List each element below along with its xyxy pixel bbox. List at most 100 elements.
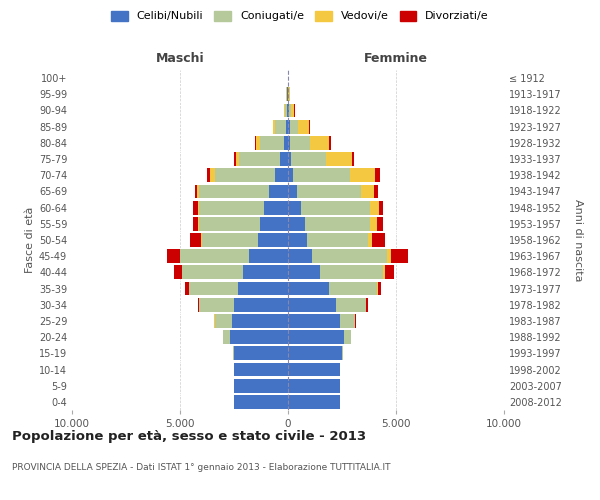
Bar <box>269 184 288 198</box>
Bar <box>199 217 260 230</box>
Bar <box>288 152 291 166</box>
Bar <box>289 88 290 101</box>
Bar <box>290 136 310 149</box>
Bar <box>180 250 249 263</box>
Bar <box>272 120 274 134</box>
Bar <box>207 168 210 182</box>
Bar <box>288 346 342 360</box>
Bar <box>197 184 199 198</box>
Bar <box>258 233 288 247</box>
Bar <box>193 217 199 230</box>
Bar <box>249 250 288 263</box>
Bar <box>383 266 385 280</box>
Bar <box>193 200 198 214</box>
Bar <box>232 314 288 328</box>
Text: Maschi: Maschi <box>155 52 205 65</box>
Bar <box>260 217 288 230</box>
Bar <box>288 104 289 118</box>
Bar <box>234 152 236 166</box>
Bar <box>210 168 215 182</box>
Bar <box>239 152 280 166</box>
Bar <box>310 136 329 149</box>
Bar <box>288 168 293 182</box>
Bar <box>352 152 354 166</box>
Bar <box>355 314 356 328</box>
Bar <box>342 346 343 360</box>
Bar <box>234 379 288 392</box>
Bar <box>175 266 182 280</box>
Bar <box>274 120 275 134</box>
Bar <box>288 120 290 134</box>
Bar <box>190 233 201 247</box>
Bar <box>201 233 202 247</box>
Bar <box>298 120 309 134</box>
Bar <box>223 330 230 344</box>
Bar <box>194 184 197 198</box>
Bar <box>236 152 239 166</box>
Bar <box>256 136 260 149</box>
Bar <box>197 298 199 312</box>
Bar <box>199 200 264 214</box>
Y-axis label: Anni di nascita: Anni di nascita <box>573 198 583 281</box>
Bar <box>288 233 307 247</box>
Bar <box>284 136 288 149</box>
Bar <box>335 298 366 312</box>
Bar <box>167 250 179 263</box>
Bar <box>376 168 380 182</box>
Bar <box>291 152 326 166</box>
Bar <box>340 314 355 328</box>
Bar <box>372 233 385 247</box>
Bar <box>307 233 368 247</box>
Bar <box>344 330 350 344</box>
Bar <box>377 217 383 230</box>
Bar <box>293 168 350 182</box>
Bar <box>288 379 340 392</box>
Bar <box>182 266 242 280</box>
Bar <box>242 266 288 280</box>
Bar <box>234 395 288 409</box>
Bar <box>288 217 305 230</box>
Bar <box>290 120 298 134</box>
Bar <box>233 346 234 360</box>
Bar <box>288 200 301 214</box>
Legend: Celibi/Nubili, Coniugati/e, Vedovi/e, Divorziati/e: Celibi/Nubili, Coniugati/e, Vedovi/e, Di… <box>111 10 489 22</box>
Bar <box>288 282 329 296</box>
Bar <box>287 88 288 101</box>
Bar <box>202 233 258 247</box>
Bar <box>288 266 320 280</box>
Bar <box>361 184 374 198</box>
Bar <box>234 346 288 360</box>
Bar <box>309 120 310 134</box>
Bar <box>238 282 288 296</box>
Bar <box>320 266 383 280</box>
Bar <box>370 200 379 214</box>
Text: PROVINCIA DELLA SPEZIA - Dati ISTAT 1° gennaio 2013 - Elaborazione TUTTITALIA.IT: PROVINCIA DELLA SPEZIA - Dati ISTAT 1° g… <box>12 462 391 471</box>
Bar <box>230 330 288 344</box>
Text: Femmine: Femmine <box>364 52 428 65</box>
Bar <box>385 266 394 280</box>
Bar <box>199 298 234 312</box>
Bar <box>264 200 288 214</box>
Bar <box>288 330 344 344</box>
Bar <box>377 282 381 296</box>
Bar <box>215 314 232 328</box>
Bar <box>329 282 377 296</box>
Bar <box>288 362 340 376</box>
Bar <box>350 168 376 182</box>
Bar <box>188 282 238 296</box>
Bar <box>289 104 291 118</box>
Bar <box>288 250 312 263</box>
Text: Popolazione per età, sesso e stato civile - 2013: Popolazione per età, sesso e stato civil… <box>12 430 366 443</box>
Bar <box>368 233 372 247</box>
Bar <box>234 298 288 312</box>
Bar <box>288 298 335 312</box>
Bar <box>185 282 188 296</box>
Bar <box>234 362 288 376</box>
Bar <box>379 200 383 214</box>
Bar <box>329 136 331 149</box>
Bar <box>391 250 408 263</box>
Y-axis label: Fasce di età: Fasce di età <box>25 207 35 273</box>
Bar <box>280 152 288 166</box>
Bar <box>374 184 377 198</box>
Bar <box>288 314 340 328</box>
